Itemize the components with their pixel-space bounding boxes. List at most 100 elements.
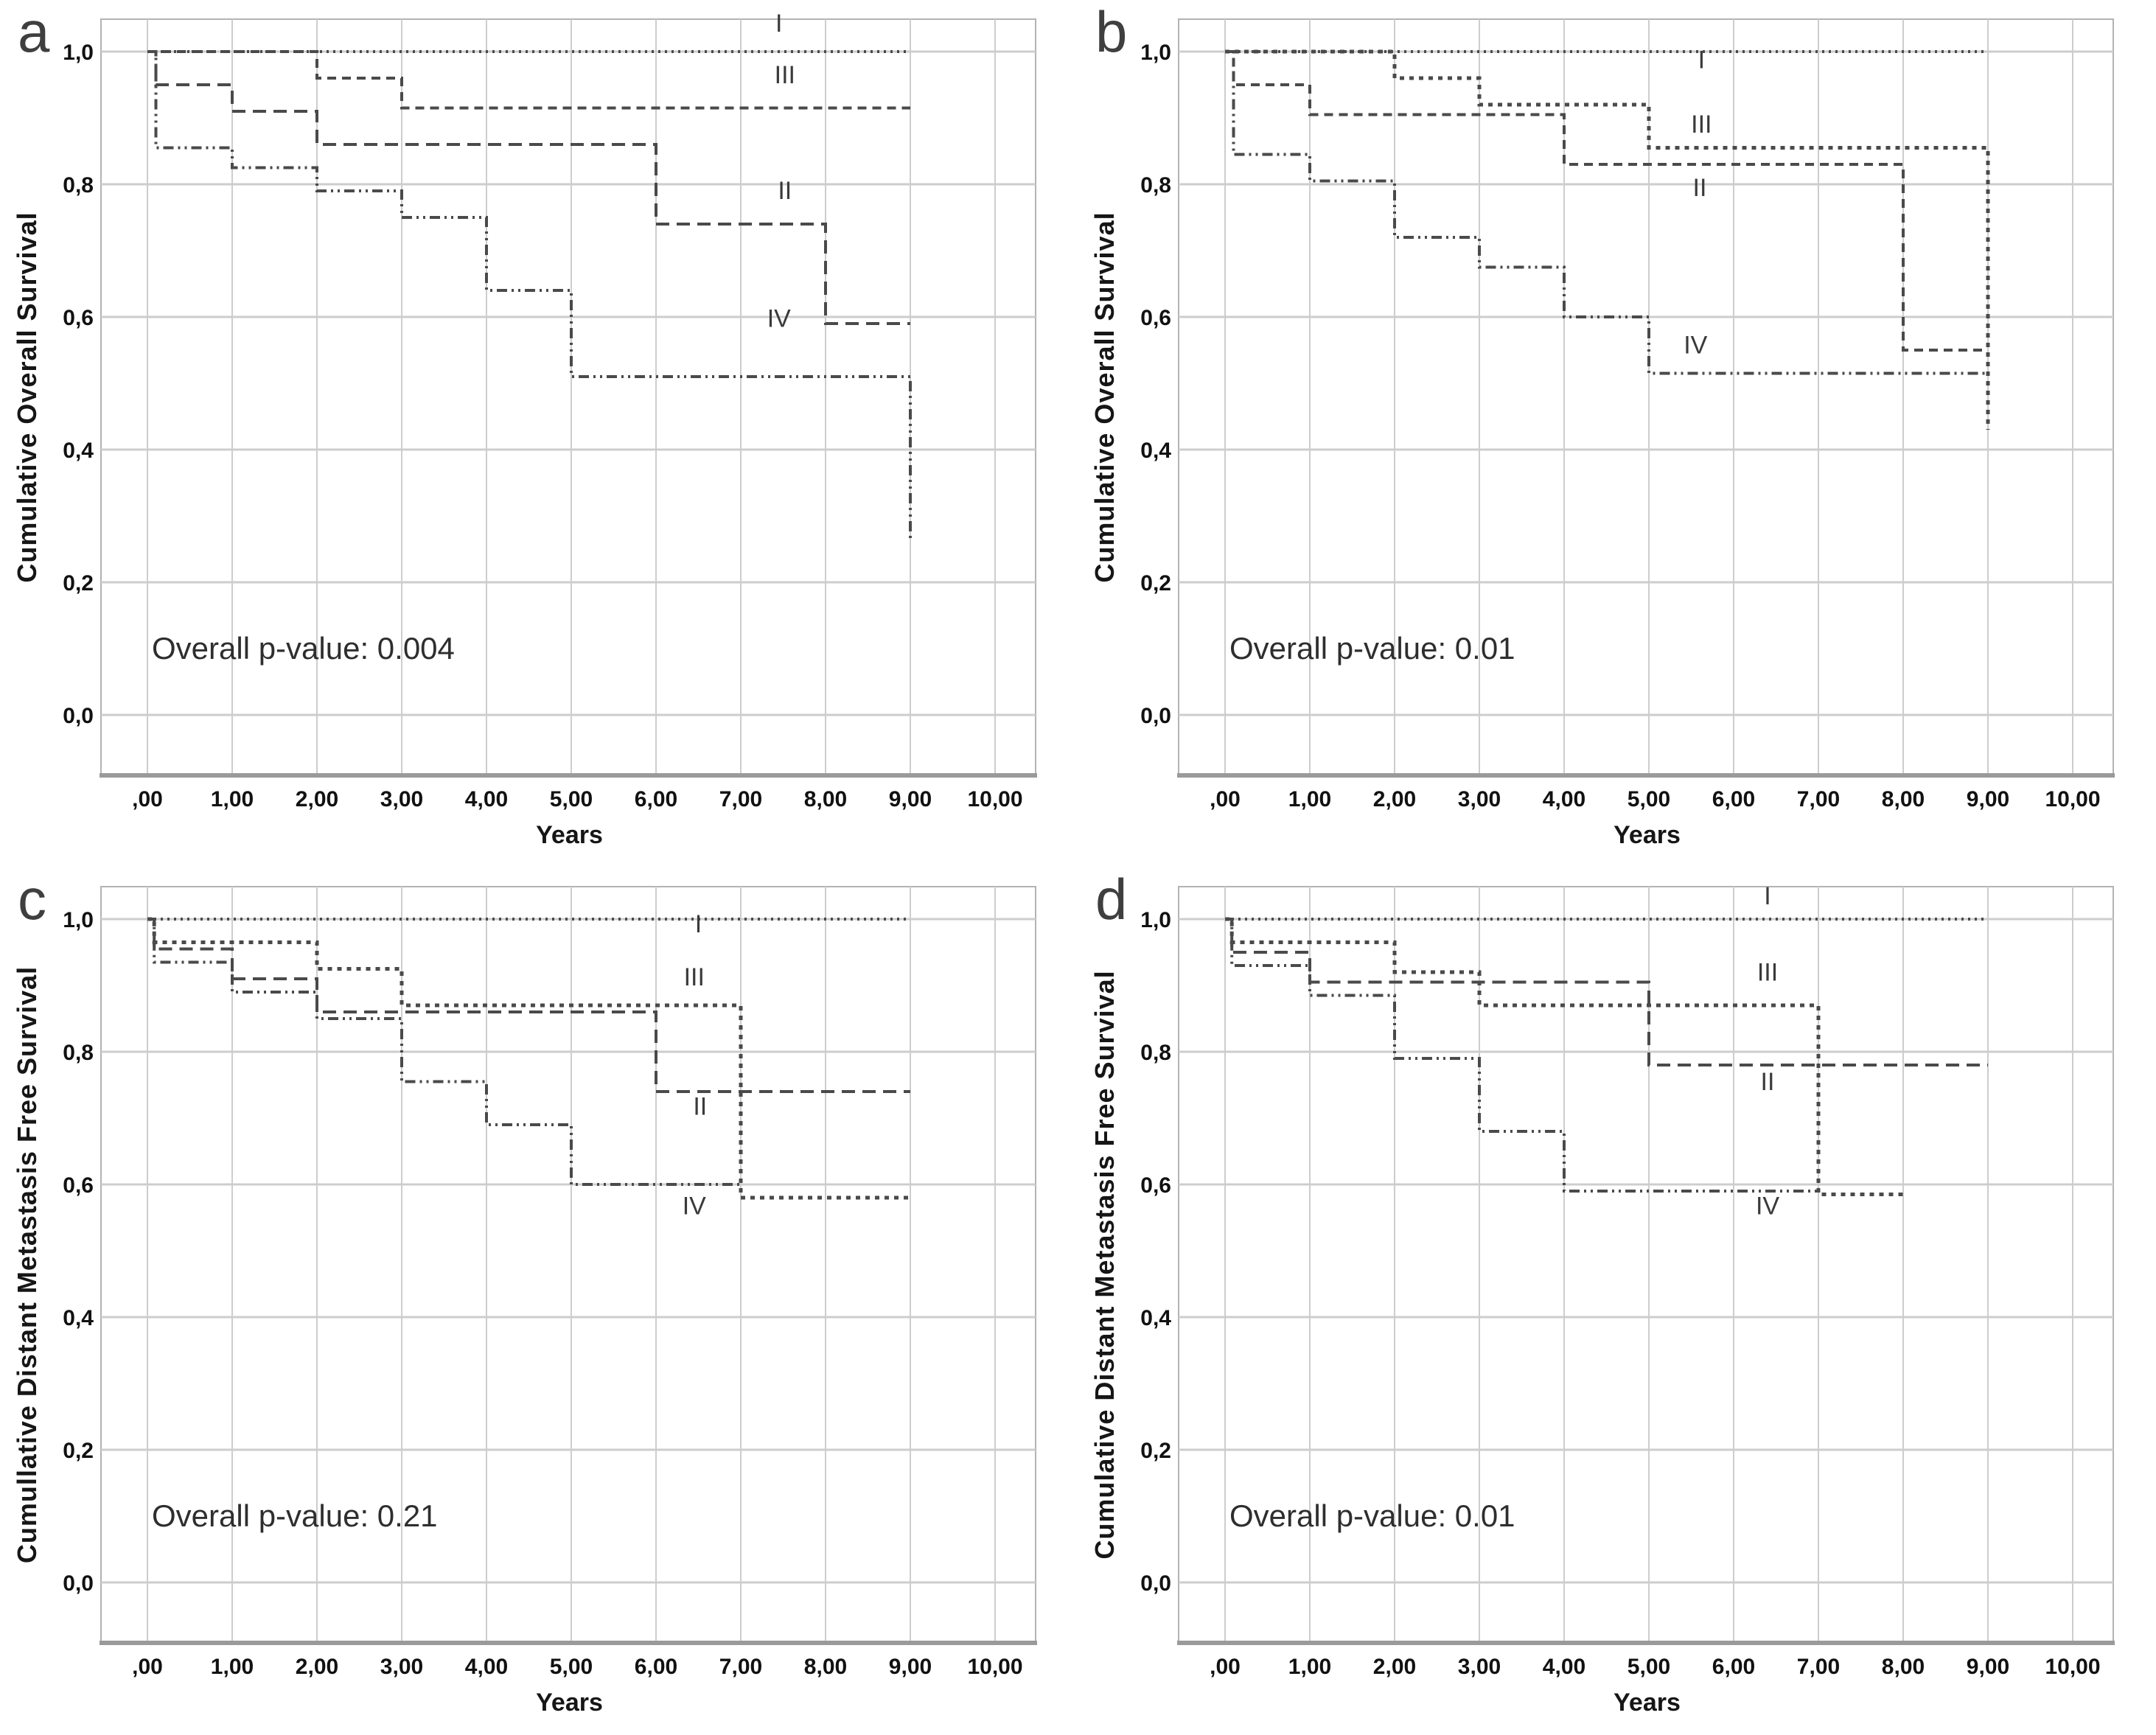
x-tick-label: 5,00	[550, 787, 593, 811]
x-tick-label: 1,00	[1288, 1655, 1331, 1679]
p-value-annotation: Overall p-value: 0.004	[152, 631, 455, 666]
curve-label-IV: IV	[1756, 1193, 1779, 1221]
x-tick-label: 7,00	[719, 1655, 762, 1679]
panel-b-chart: 0,0 0,2 0,4 0,6 0,8 1,0 ,00 1,00 2,00 3,00 4,00 5,0…	[1140, 18, 2115, 811]
curve-label-I: I	[775, 10, 782, 38]
km-curve-IV	[1225, 918, 1818, 1193]
curve-label-III: III	[1757, 959, 1778, 987]
x-tick-label: 10,00	[2045, 787, 2100, 811]
x-tick-label: 5,00	[1628, 1655, 1670, 1679]
x-tick-label: 4,00	[1543, 1655, 1585, 1679]
y-tick-label: 0,6	[1140, 306, 1171, 330]
curve-label-II: II	[693, 1093, 707, 1121]
x-tick-label: 6,00	[635, 787, 677, 811]
x-tick-label: 6,00	[1712, 787, 1755, 811]
x-tick-label: 2,00	[296, 1655, 338, 1679]
plot-frame	[1178, 886, 2114, 1644]
plot-frame	[1178, 18, 2114, 776]
x-axis-title: Years	[1613, 1689, 1681, 1717]
panel-a-chart: 0,0 0,2 0,4 0,6 0,8 1,0 ,00 1,00 2,00 3,00 4,00 5,0…	[63, 10, 1037, 811]
x-tick-label: 2,00	[296, 787, 338, 811]
panel-letter: c	[18, 868, 46, 932]
y-tick-label: 0,8	[63, 1041, 94, 1065]
curve-label-I: I	[695, 910, 702, 938]
km-curve-II	[147, 50, 910, 325]
x-tick-label: 1,00	[1288, 787, 1331, 811]
x-tick-label: 1,00	[211, 787, 254, 811]
y-tick-label: 0,2	[1140, 1439, 1171, 1463]
y-tick-label: 1,0	[63, 908, 94, 932]
y-tick-label: 0,4	[1140, 439, 1171, 463]
y-tick-label: 0,2	[63, 1439, 94, 1463]
y-tick-label: 0,0	[63, 1571, 94, 1596]
y-tick-label: 0,6	[1140, 1173, 1171, 1198]
x-tick-label: 7,00	[1797, 787, 1840, 811]
curve-label-IV: IV	[1684, 332, 1707, 360]
panel-letter: b	[1095, 0, 1128, 64]
panel-d: 0,0 0,2 0,4 0,6 0,8 1,0 ,00 1,00 2,00 3,00 4,00 5,0…	[1078, 868, 2156, 1735]
panel-letter: a	[18, 0, 50, 64]
x-tick-label: 10,00	[2045, 1655, 2100, 1679]
y-tick-label: 0,0	[1140, 704, 1171, 728]
x-tick-label: 9,00	[1967, 787, 2009, 811]
x-tick-label: 3,00	[1458, 787, 1501, 811]
curve-label-III: III	[684, 963, 705, 991]
x-tick-label: 10,00	[967, 787, 1022, 811]
y-tick-label: 0,4	[63, 439, 94, 463]
x-axis-title: Years	[536, 821, 603, 849]
km-curve-III	[1225, 49, 1990, 430]
y-axis-title: Cumulative Overall Survival	[1089, 212, 1120, 583]
x-tick-label: 3,00	[380, 1655, 423, 1679]
curve-label-II: II	[1761, 1068, 1775, 1096]
plot-frame	[100, 886, 1036, 1644]
y-tick-label: 0,8	[1140, 173, 1171, 198]
x-tick-label: 4,00	[1543, 787, 1585, 811]
x-tick-label: 3,00	[1458, 1655, 1501, 1679]
y-tick-label: 0,0	[63, 704, 94, 728]
p-value-annotation: Overall p-value: 0.01	[1229, 1498, 1515, 1533]
x-tick-label: ,00	[132, 1655, 163, 1679]
y-tick-label: 0,0	[1140, 1571, 1171, 1596]
plot-frame	[100, 18, 1036, 776]
y-tick-label: 1,0	[1140, 41, 1171, 65]
x-axis-title: Years	[536, 1689, 603, 1717]
x-tick-label: 8,00	[1882, 1655, 1925, 1679]
curve-label-III: III	[775, 61, 795, 89]
curve-label-I: I	[1764, 882, 1770, 910]
x-tick-label: ,00	[1210, 1655, 1241, 1679]
x-tick-label: ,00	[1210, 787, 1241, 811]
x-tick-label: 3,00	[380, 787, 423, 811]
panel-a: 0,0 0,2 0,4 0,6 0,8 1,0 ,00 1,00 2,00 3,00 4,00 5,0…	[0, 0, 1078, 868]
y-tick-label: 0,4	[1140, 1306, 1171, 1330]
x-tick-label: 4,00	[465, 1655, 508, 1679]
y-tick-label: 0,6	[63, 306, 94, 330]
p-value-annotation: Overall p-value: 0.21	[152, 1498, 438, 1533]
y-axis-title: Cumulative Overall Survival	[12, 212, 42, 583]
curve-label-II: II	[1693, 174, 1707, 202]
panel-letter: d	[1095, 868, 1128, 932]
curve-label-IV: IV	[767, 305, 791, 333]
x-tick-label: 2,00	[1373, 1655, 1416, 1679]
x-tick-label: 2,00	[1373, 787, 1416, 811]
x-axis-title: Years	[1613, 821, 1681, 849]
x-tick-label: 4,00	[465, 787, 508, 811]
curve-label-II: II	[778, 177, 792, 205]
y-tick-label: 0,8	[1140, 1041, 1171, 1065]
curve-label-III: III	[1691, 111, 1712, 139]
x-tick-label: 5,00	[1628, 787, 1670, 811]
panel-c-chart: 0,0 0,2 0,4 0,6 0,8 1,0 ,00 1,00 2,00 3,00 4,00 5,0…	[63, 886, 1037, 1679]
y-tick-label: 1,0	[1140, 908, 1171, 932]
x-tick-label: 9,00	[889, 1655, 932, 1679]
p-value-annotation: Overall p-value: 0.01	[1229, 631, 1515, 666]
x-tick-label: 8,00	[804, 787, 847, 811]
x-tick-label: ,00	[132, 787, 163, 811]
x-tick-label: 10,00	[967, 1655, 1022, 1679]
y-axis-title: Cumulative Distant Metastasis Free Survi…	[1089, 970, 1120, 1560]
x-tick-label: 6,00	[635, 1655, 677, 1679]
x-tick-label: 6,00	[1712, 1655, 1755, 1679]
km-curve-III	[147, 917, 910, 1200]
km-curve-IV	[147, 50, 912, 542]
y-tick-label: 0,6	[63, 1173, 94, 1198]
km-curve-IV	[147, 918, 741, 1186]
